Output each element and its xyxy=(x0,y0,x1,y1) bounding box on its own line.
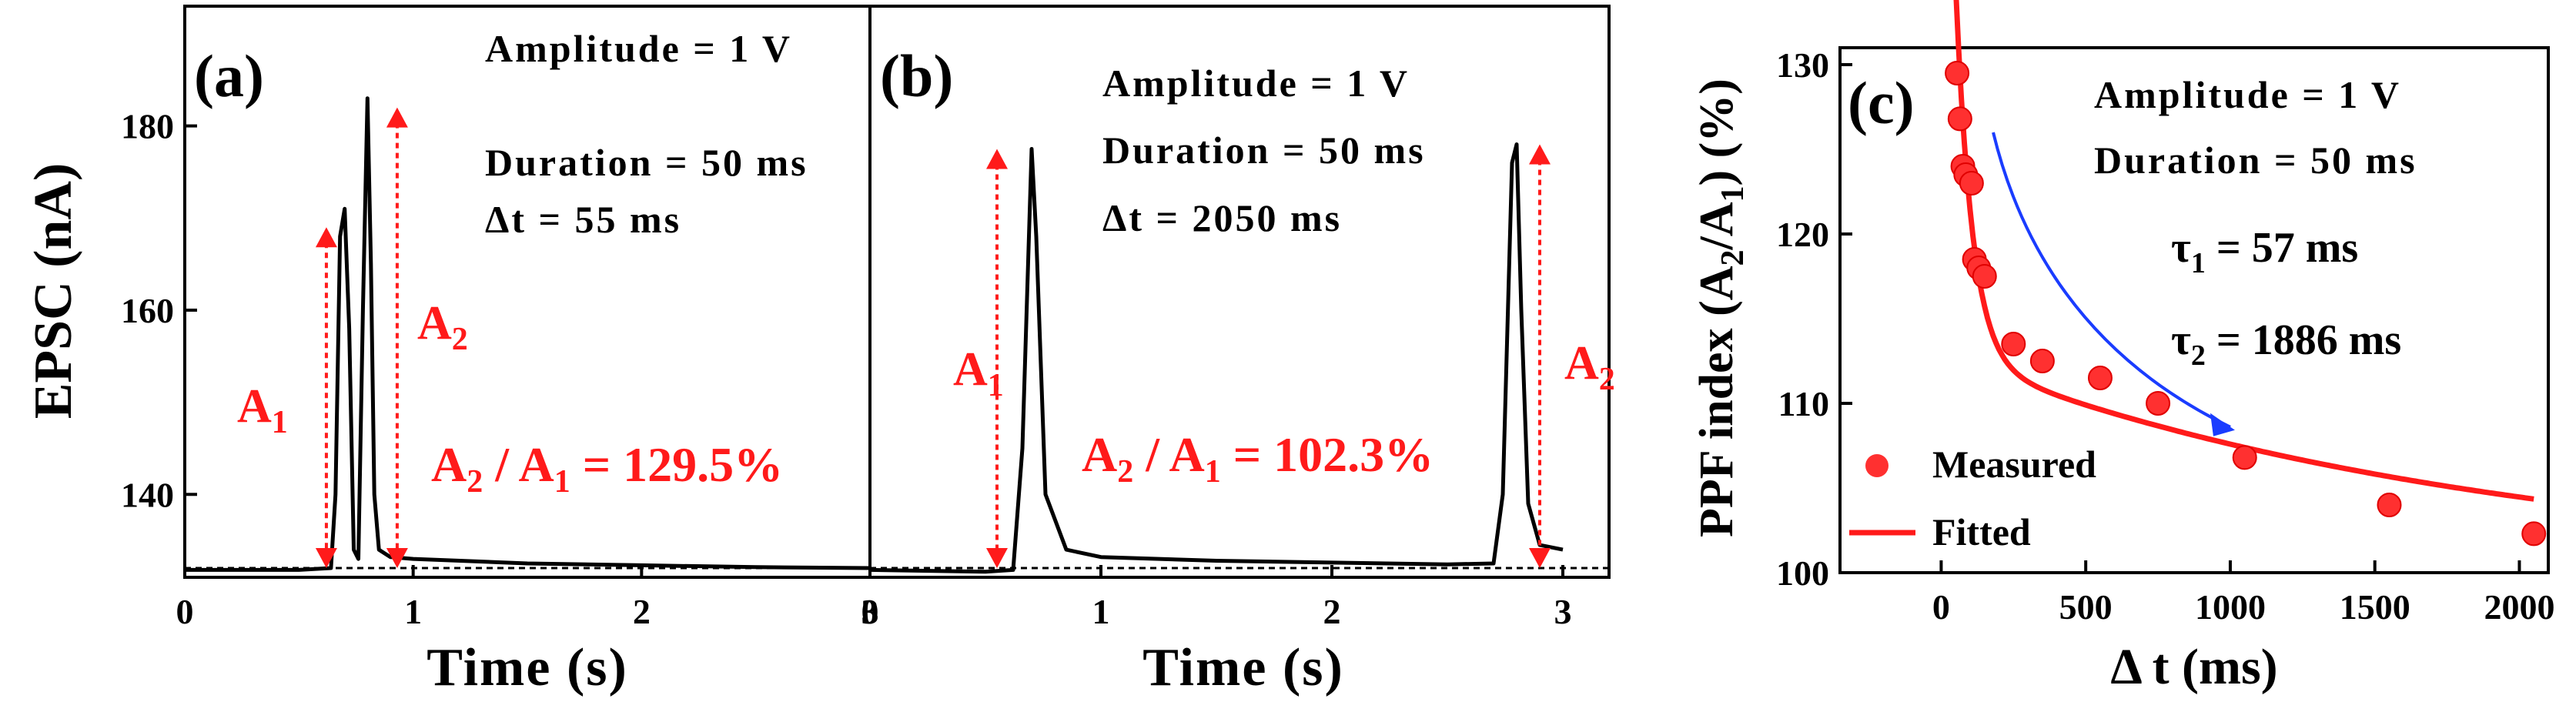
data-point xyxy=(2521,521,2547,547)
trace-line-b xyxy=(869,142,1564,574)
info-amplitude-a: Amplitude = 1 V xyxy=(485,27,792,70)
y-axis-title-c: PPF index (A2/A1) (%) xyxy=(1691,79,1751,537)
x-tick-label-a: 2 xyxy=(633,592,651,631)
data-point xyxy=(1959,171,1984,196)
a2-label-b: A2 xyxy=(1564,337,1615,397)
x-tick-label-c: 500 xyxy=(2059,587,2113,627)
x-axis-title-b: Time (s) xyxy=(1142,638,1344,697)
info-dt-b: Δt = 2050 ms xyxy=(1102,196,1342,239)
data-point xyxy=(1972,264,1997,289)
a2-label-a: A2 xyxy=(417,297,468,357)
y-axis-title-a: EPSC (nA) xyxy=(24,163,83,420)
a1-label-b: A1 xyxy=(953,343,1004,403)
x-tick-label-a: 1 xyxy=(404,592,422,631)
info-duration-c: Duration = 50 ms xyxy=(2094,139,2417,182)
x-axis-title-a: Time (s) xyxy=(427,638,628,697)
a2-arrow-a-head-down xyxy=(386,548,408,569)
ratio-label-b: A2 / A1 = 102.3% xyxy=(1082,427,1434,490)
trend-arrow-line xyxy=(1992,132,2231,429)
epsc-trace-a xyxy=(185,96,871,572)
plot-frame-b xyxy=(868,5,1611,579)
y-tick-label-c: 120 xyxy=(1776,215,1829,254)
data-point xyxy=(2146,391,2171,416)
panel-label-c: (c) xyxy=(1848,69,1915,136)
x-tick-label-a: 3 xyxy=(861,592,879,631)
data-point xyxy=(2087,366,2113,390)
y-tick-label-a: 140 xyxy=(121,475,174,514)
a1-arrow-b-head-down xyxy=(986,548,1008,569)
panel-b: 0 1 2 3 (b) Amplitude = 1 V Duration = 50 m… xyxy=(861,5,1615,697)
legend-marker-measured xyxy=(1865,454,1889,477)
panel-label-b: (b) xyxy=(880,42,953,109)
x-tick-label-b: 2 xyxy=(1323,592,1341,631)
a1-arrow-b-head-up xyxy=(986,149,1008,169)
x-tick-label-a: 0 xyxy=(176,592,194,631)
x-tick-label-c: 1500 xyxy=(2340,587,2410,627)
x-tick-label-c: 2000 xyxy=(2484,587,2554,627)
a2-arrow-a-head-up xyxy=(386,107,408,128)
y-tick-label-a: 160 xyxy=(121,291,174,330)
y-tick-label-c: 100 xyxy=(1776,553,1829,593)
info-duration-a: Duration = 50 ms xyxy=(485,141,808,184)
tau1-label: τ1 = 57 ms xyxy=(2171,224,2358,279)
data-point xyxy=(1947,106,1972,132)
x-tick-label-b: 3 xyxy=(1554,592,1572,631)
data-point xyxy=(2377,493,2402,517)
epsc-trace-b xyxy=(869,142,1609,574)
x-tick-label-c: 1000 xyxy=(2195,587,2266,627)
y-tick-label-c: 110 xyxy=(1778,384,1829,423)
y-tick-label-c: 130 xyxy=(1776,45,1829,85)
ratio-label-a: A2 / A1 = 129.5% xyxy=(431,437,783,500)
x-tick-label-c: 0 xyxy=(1932,587,1950,627)
plot-frame-c xyxy=(1838,46,2550,574)
a1-arrow-a-head-down xyxy=(315,548,337,569)
axes-b: 0 1 2 3 xyxy=(861,565,1572,631)
x-tick-label-b: 0 xyxy=(861,592,879,631)
legend-label-measured: Measured xyxy=(1932,443,2096,486)
axes-c: 0 500 1000 1500 2000 100 110 120 130 xyxy=(1776,45,2554,627)
legend: Measured Fitted xyxy=(1849,443,2096,553)
y-tick-label-a: 180 xyxy=(121,107,174,146)
data-point xyxy=(1945,61,1970,85)
a2-arrow-b-head-down xyxy=(1529,548,1551,569)
legend-label-fitted: Fitted xyxy=(1932,510,2031,553)
panel-c: 0 500 1000 1500 2000 100 110 120 130 (c) Amplitu… xyxy=(1691,0,2554,695)
x-tick-label-b: 1 xyxy=(1092,592,1110,631)
axes-a: 0 1 2 3 140 160 180 xyxy=(121,107,879,631)
trace-line-a xyxy=(185,96,871,572)
info-amplitude-c: Amplitude = 1 V xyxy=(2094,73,2401,116)
tau2-label: τ2 = 1886 ms xyxy=(2171,316,2401,372)
x-axis-title-c: Δ t (ms) xyxy=(2110,639,2277,695)
panel-a: 0 1 2 3 140 160 180 (a) Amplitude = 1 V Durati… xyxy=(24,5,879,697)
info-duration-b: Duration = 50 ms xyxy=(1102,129,1426,172)
panel-label-a: (a) xyxy=(194,42,264,109)
trend-arrow-head xyxy=(2210,413,2235,436)
a1-label-a: A1 xyxy=(237,380,288,440)
a1-arrow-a-head-up xyxy=(315,227,337,248)
a2-arrow-b-head-up xyxy=(1529,144,1551,165)
info-dt-a: Δt = 55 ms xyxy=(485,198,681,241)
data-point xyxy=(2001,332,2026,356)
info-amplitude-b: Amplitude = 1 V xyxy=(1102,62,1410,105)
ppf-plot-c xyxy=(1945,0,2547,547)
data-point xyxy=(2232,445,2257,470)
data-point xyxy=(2029,349,2055,373)
